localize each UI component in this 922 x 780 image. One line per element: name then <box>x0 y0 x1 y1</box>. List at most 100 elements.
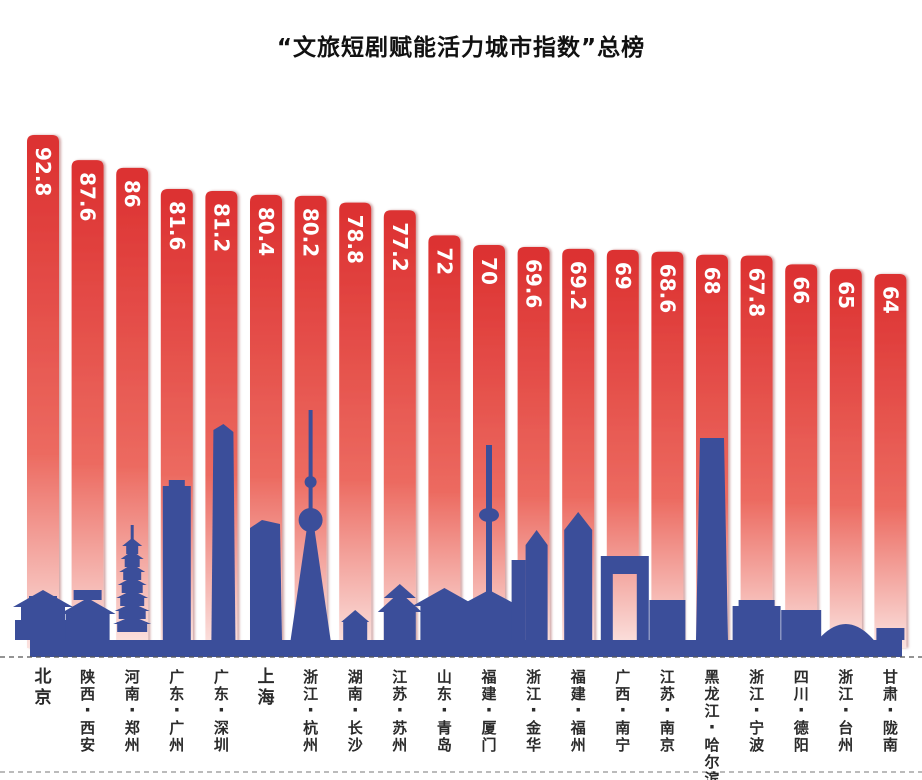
svg-text:陕: 陕 <box>80 668 95 686</box>
bar-value-label: 78.8 <box>343 215 367 264</box>
skyline-layer <box>13 410 905 657</box>
nanjing-tower-icon <box>696 438 728 640</box>
svg-text:杭: 杭 <box>303 719 318 737</box>
svg-text:·: · <box>129 699 136 721</box>
svg-text:·: · <box>485 699 492 721</box>
bar-value-label: 69 <box>611 262 635 290</box>
guangzhou-tower-icon <box>162 480 191 640</box>
category-label: 黑龙江·哈尔滨 <box>703 668 719 780</box>
svg-text:长: 长 <box>348 719 364 737</box>
svg-text:德: 德 <box>794 719 809 737</box>
category-label: 江苏·苏州 <box>391 668 407 754</box>
svg-text:京: 京 <box>660 736 675 754</box>
svg-text:宁: 宁 <box>749 719 764 737</box>
svg-text:浙: 浙 <box>526 668 541 686</box>
category-label: 山东·青岛 <box>437 668 452 754</box>
svg-text:福: 福 <box>480 668 496 686</box>
svg-text:州: 州 <box>391 736 407 754</box>
svg-text:西: 西 <box>80 719 95 737</box>
zhengzhou-pagoda-icon <box>113 525 152 632</box>
oriental-pearl-tower-icon <box>290 410 331 640</box>
svg-text:州: 州 <box>570 736 586 754</box>
xiamen-tower-icon <box>459 445 519 640</box>
svg-text:广: 广 <box>169 668 184 686</box>
skyline-ground <box>30 640 902 657</box>
svg-text:西: 西 <box>615 685 630 703</box>
svg-text:·: · <box>575 699 582 721</box>
bar <box>740 255 773 648</box>
category-label: 江苏·南京 <box>660 668 675 754</box>
svg-text:福: 福 <box>570 719 586 737</box>
svg-text:东: 东 <box>437 685 452 703</box>
svg-text:·: · <box>84 699 91 721</box>
changsha-building-icon <box>341 610 370 640</box>
svg-text:北: 北 <box>35 667 52 687</box>
bar-value-label: 72 <box>432 247 456 275</box>
baseline-layer <box>0 656 922 773</box>
category-label: 广东·深圳 <box>214 668 229 754</box>
svg-text:波: 波 <box>749 736 765 754</box>
svg-text:龙: 龙 <box>703 685 719 703</box>
svg-text:建: 建 <box>571 685 587 703</box>
svg-text:金: 金 <box>525 719 542 737</box>
svg-text:河: 河 <box>125 668 140 686</box>
bar-value-label: 67.8 <box>745 268 769 317</box>
qingdao-pavilion-icon <box>412 588 477 640</box>
svg-text:·: · <box>307 699 314 721</box>
category-label: 北京 <box>35 667 52 708</box>
category-label: 四川·德阳 <box>793 668 809 754</box>
bar <box>27 135 59 648</box>
svg-text:黑: 黑 <box>704 668 719 686</box>
svg-text:南: 南 <box>615 719 630 737</box>
svg-text:建: 建 <box>481 685 497 703</box>
svg-text:东: 东 <box>214 685 229 703</box>
svg-text:广: 广 <box>214 668 229 686</box>
bar <box>874 274 907 648</box>
bar-value-label: 80.4 <box>254 207 278 256</box>
svg-text:苏: 苏 <box>392 719 407 737</box>
bar-value-label: 81.2 <box>209 203 233 252</box>
svg-text:深: 深 <box>214 719 229 737</box>
fuzhou-buildings-icon <box>564 512 593 640</box>
svg-text:·: · <box>173 699 180 721</box>
bar-value-label: 92.8 <box>31 147 55 196</box>
category-label: 湖南·长沙 <box>348 668 364 754</box>
category-label: 浙江·金华 <box>525 668 542 754</box>
svg-text:肃: 肃 <box>883 685 898 703</box>
svg-text:湖: 湖 <box>348 668 363 686</box>
bar-value-label: 86 <box>120 180 144 208</box>
bar <box>116 167 149 648</box>
svg-text:州: 州 <box>302 736 318 754</box>
taizhou-stadium-icon <box>817 624 874 640</box>
bar <box>71 160 104 648</box>
svg-text:尔: 尔 <box>704 753 719 771</box>
bar-value-label: 64 <box>878 286 902 314</box>
bar-value-label: 68 <box>700 267 724 295</box>
svg-text:江: 江 <box>704 702 719 720</box>
svg-text:上: 上 <box>258 667 275 687</box>
svg-text:州: 州 <box>124 736 140 754</box>
svg-text:南: 南 <box>883 736 898 754</box>
bar-value-label: 69.2 <box>566 261 590 310</box>
category-label: 浙江·杭州 <box>302 668 318 754</box>
svg-text:山: 山 <box>437 668 452 686</box>
svg-text:·: · <box>842 699 849 721</box>
deyang-building-icon <box>781 610 822 640</box>
jinhua-buildings-icon <box>511 530 548 640</box>
svg-text:江: 江 <box>838 685 853 703</box>
svg-text:阳: 阳 <box>794 736 809 754</box>
bar <box>606 249 639 649</box>
bar <box>383 210 416 648</box>
svg-text:浙: 浙 <box>838 668 853 686</box>
svg-text:甘: 甘 <box>883 668 898 686</box>
beijing-gate-icon <box>13 590 73 640</box>
svg-text:·: · <box>798 699 805 721</box>
chart-title: “文旅短剧赋能活力城市指数”总榜 <box>276 35 646 61</box>
svg-text:京: 京 <box>35 687 52 708</box>
svg-text:·: · <box>530 699 537 721</box>
svg-text:东: 东 <box>169 685 184 703</box>
svg-text:南: 南 <box>125 685 140 703</box>
svg-text:·: · <box>664 699 671 721</box>
bar-value-label: 68.6 <box>655 264 679 313</box>
bar-value-label: 77.2 <box>388 222 412 271</box>
